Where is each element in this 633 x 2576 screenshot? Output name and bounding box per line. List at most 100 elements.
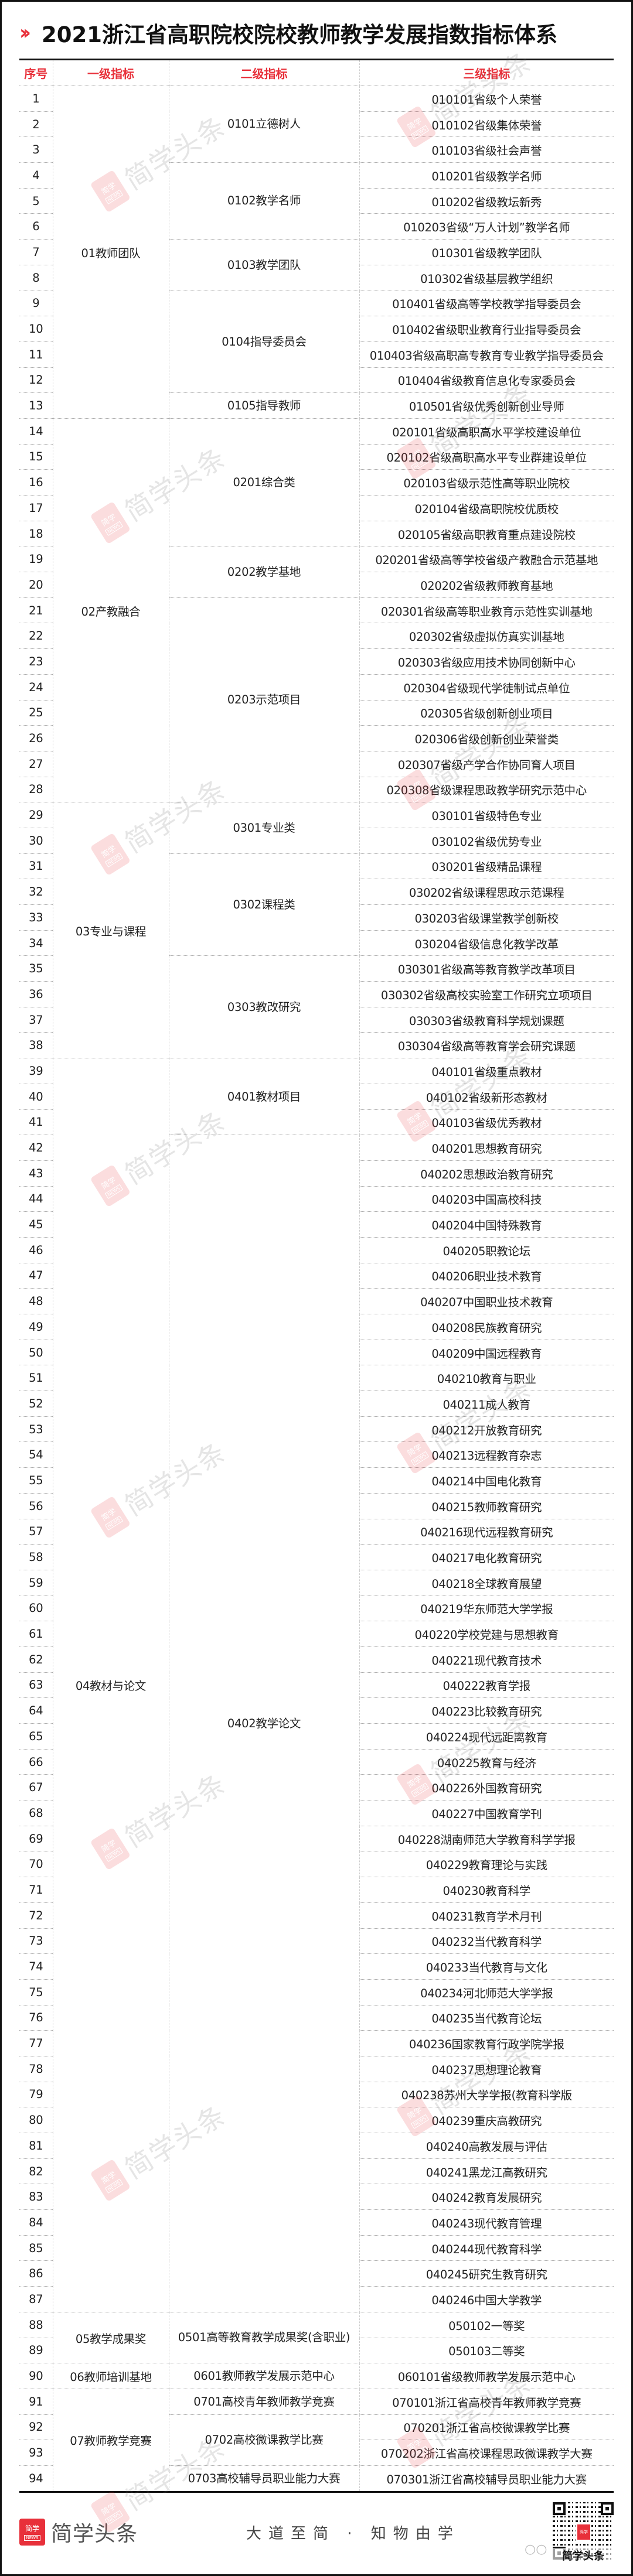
- level3-indicator: 010203省级“万人计划”教学名师: [359, 213, 614, 240]
- table-row: 39 04教材与论文 0401教材项目 040101省级重点教材: [19, 1058, 614, 2312]
- level2-indicator: 0102教学名师: [168, 162, 359, 240]
- table-row: 86 040245研究生教育研究: [19, 2260, 614, 2287]
- level3-indicator: 040242教育发展研究: [359, 2184, 614, 2210]
- level3-indicator: 030303省级教育科学规划课题: [359, 1006, 614, 1033]
- serial-number: 12: [19, 367, 53, 393]
- table-row: 44 040203中国高校科技: [19, 1185, 614, 1212]
- table-row: 66 040225教育与经济: [19, 1748, 614, 1775]
- serial-number: 17: [19, 495, 53, 521]
- level3-indicator: 040217电化教育研究: [359, 1544, 614, 1570]
- table-row: 34 030204省级信息化教学改革: [19, 930, 614, 956]
- serial-number: 32: [19, 879, 53, 905]
- serial-number: 2: [19, 111, 53, 137]
- level3-indicator: 050102一等奖: [359, 2311, 614, 2338]
- table-row: 1 01教师团队 0101立德树人 010101省级个人荣誉: [19, 85, 614, 419]
- level2-indicator: 0703高校辅导员职业能力大赛: [168, 2465, 359, 2492]
- table-row: 76 040235当代教育论坛: [19, 2004, 614, 2031]
- table-row: 70 040229教育理论与实践: [19, 1851, 614, 1877]
- table-row: 57 040216现代远程教育研究: [19, 1518, 614, 1545]
- level3-indicator: 040202思想政治教育研究: [359, 1160, 614, 1187]
- serial-number: 22: [19, 623, 53, 649]
- level1-indicator: 03专业与课程: [52, 802, 169, 1058]
- level1-indicator: 05教学成果奖: [52, 2311, 169, 2363]
- serial-number: 7: [19, 239, 53, 265]
- table-row: 51 040210教育与职业: [19, 1365, 614, 1391]
- level3-indicator: 040213远程教育杂志: [359, 1441, 614, 1468]
- level3-indicator: 040214中国电化教育: [359, 1467, 614, 1494]
- table-row: 69 040228湖南师范大学教育科学学报: [19, 1825, 614, 1851]
- level3-indicator: 040210教育与职业: [359, 1365, 614, 1391]
- table-row: 27 020307省级产学合作协同育人项目: [19, 750, 614, 777]
- level3-indicator: 040235当代教育论坛: [359, 2004, 614, 2031]
- level3-indicator: 030301省级高等教育教学改革项目: [359, 955, 614, 982]
- table-row: 87 040246中国大学教学: [19, 2286, 614, 2312]
- table-row: 35 0303教改研究 030301省级高等教育教学改革项目: [19, 955, 614, 1058]
- serial-number: 91: [19, 2388, 53, 2415]
- serial-number: 56: [19, 1492, 53, 1519]
- table-row: 38 030304省级高等教育学会研究课题: [19, 1032, 614, 1058]
- serial-number: 19: [19, 546, 53, 572]
- serial-number: 38: [19, 1032, 53, 1058]
- serial-number: 60: [19, 1595, 53, 1621]
- level2-indicator: 0702高校微课教学比赛: [168, 2414, 359, 2466]
- level3-indicator: 040227中国教育学刊: [359, 1800, 614, 1826]
- serial-number: 39: [19, 1058, 53, 1084]
- level3-indicator: 040212开放教育研究: [359, 1416, 614, 1442]
- serial-number: 48: [19, 1288, 53, 1314]
- serial-number: 47: [19, 1262, 53, 1289]
- level2-indicator: 0301专业类: [168, 802, 359, 854]
- table-row: 40 040102省级新形态教材: [19, 1083, 614, 1109]
- serial-number: 54: [19, 1441, 53, 1468]
- serial-number: 70: [19, 1851, 53, 1877]
- table-row: 77 040236国家教育行政学院学报: [19, 2030, 614, 2056]
- serial-number: 72: [19, 1902, 53, 1928]
- level3-indicator: 040240高教发展与评估: [359, 2133, 614, 2159]
- serial-number: 45: [19, 1211, 53, 1238]
- table-row: 17 020104省级高职院校优质校: [19, 495, 614, 521]
- serial-number: 58: [19, 1544, 53, 1570]
- level2-indicator: 0501高等教育教学成果奖(含职业): [168, 2311, 359, 2363]
- level1-indicator: 07教师教学竞赛: [52, 2388, 169, 2492]
- watermark-icon-text: 简学: [100, 2502, 118, 2517]
- serial-number: 87: [19, 2286, 53, 2312]
- level3-indicator: 020101省级高职高水平学校建设单位: [359, 418, 614, 445]
- logo-icon-text: 简学: [25, 2524, 39, 2533]
- level3-indicator: 070101浙江省高校青年教师教学竞赛: [359, 2388, 614, 2415]
- level3-indicator: 010501省级优秀创新创业导师: [359, 392, 614, 419]
- table-row: 46 040205职教论坛: [19, 1236, 614, 1263]
- level3-indicator: 070202浙江省高校课程思政微课教学大赛: [359, 2440, 614, 2466]
- table-row: 25 020305省级创新创业项目: [19, 699, 614, 726]
- serial-number: 62: [19, 1646, 53, 1673]
- table-row: 41 040103省级优秀教材: [19, 1109, 614, 1135]
- indicator-table: 序号 一级指标 二级指标 三级指标 1 01教师团队 0101立德树人 010101省…: [19, 59, 614, 2493]
- level3-indicator: 040226外国教育研究: [359, 1774, 614, 1801]
- table-row: 63 040222教育学报: [19, 1672, 614, 1698]
- table-row: 59 040218全球教育展望: [19, 1569, 614, 1596]
- serial-number: 67: [19, 1774, 53, 1801]
- level3-indicator: 010301省级教学团队: [359, 239, 614, 265]
- table-row: 2 010102省级集体荣誉: [19, 111, 614, 137]
- serial-number: 20: [19, 572, 53, 598]
- level2-indicator: 0103教学团队: [168, 239, 359, 291]
- level3-indicator: 010101省级个人荣誉: [359, 86, 614, 112]
- table-row: 84 040243现代教育管理: [19, 2209, 614, 2236]
- table-row: 9 0104指导委员会 010401省级高等学校教学指导委员会: [19, 290, 614, 393]
- table-row: 13 0105指导教师 010501省级优秀创新创业导师: [19, 392, 614, 419]
- level2-indicator: 0202教学基地: [168, 546, 359, 598]
- level3-indicator: 020302省级虚拟仿真实训基地: [359, 623, 614, 649]
- serial-number: 51: [19, 1365, 53, 1391]
- level3-indicator: 020304省级现代学徒制试点单位: [359, 674, 614, 700]
- table-body: 1 01教师团队 0101立德树人 010101省级个人荣誉 2 010102省级集体荣誉…: [19, 85, 614, 2492]
- serial-number: 82: [19, 2158, 53, 2184]
- table-row: 3 010103省级社会声誉: [19, 136, 614, 163]
- level3-indicator: 040201思想教育研究: [359, 1135, 614, 1161]
- serial-number: 78: [19, 2055, 53, 2082]
- serial-number: 5: [19, 187, 53, 214]
- table-row: 23 020303省级应用技术协同创新中心: [19, 648, 614, 675]
- table-row: 5 010202省级教坛新秀: [19, 187, 614, 214]
- serial-number: 65: [19, 1723, 53, 1750]
- table-row: 55 040214中国电化教育: [19, 1467, 614, 1494]
- table-row: 58 040217电化教育研究: [19, 1544, 614, 1570]
- serial-number: 79: [19, 2081, 53, 2107]
- level3-indicator: 030201省级精品课程: [359, 853, 614, 879]
